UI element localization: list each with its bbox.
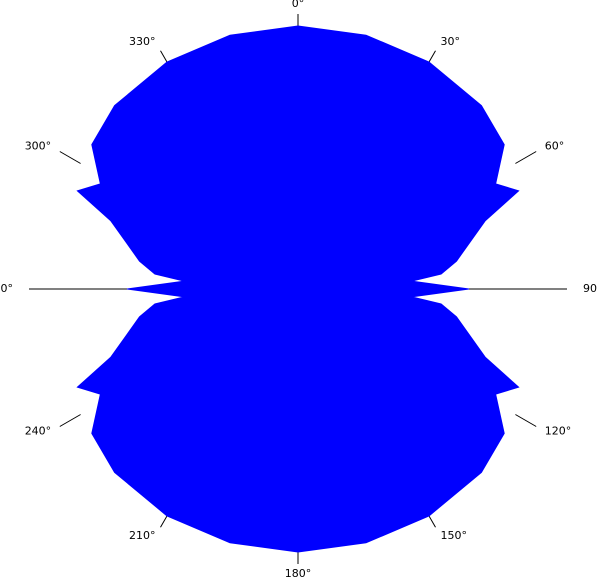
tick-label-120: 120° <box>545 425 572 438</box>
tick-line-60 <box>515 151 537 164</box>
tick-label-0: 0° <box>292 0 305 10</box>
polar-area-series <box>76 25 520 553</box>
tick-label-30: 30° <box>441 35 461 48</box>
tick-label-270: 270° <box>0 282 13 295</box>
tick-label-90: 90° <box>583 282 597 295</box>
tick-label-150: 150° <box>441 529 468 542</box>
tick-line-240 <box>59 414 81 427</box>
tick-label-240: 240° <box>25 425 52 438</box>
tick-label-330: 330° <box>129 35 156 48</box>
tick-label-300: 300° <box>25 140 52 153</box>
tick-line-120 <box>515 414 537 427</box>
tick-label-180: 180° <box>285 567 312 578</box>
tick-label-210: 210° <box>129 529 156 542</box>
tick-line-300 <box>59 151 81 164</box>
tick-label-60: 60° <box>545 140 565 153</box>
